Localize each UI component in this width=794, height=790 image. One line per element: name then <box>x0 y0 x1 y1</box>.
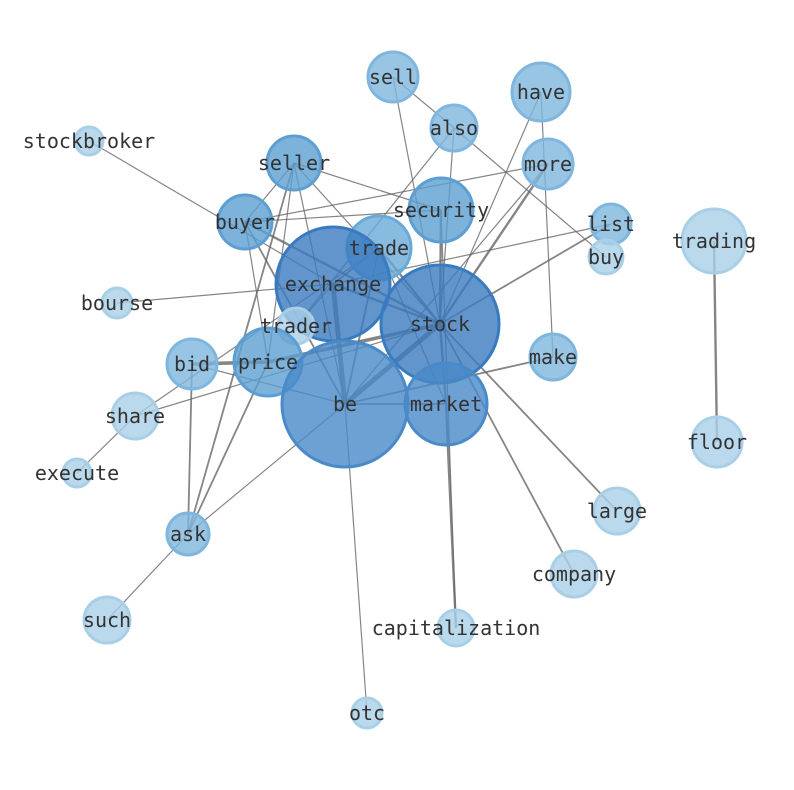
node-label-more: more <box>524 152 572 176</box>
node-label-bid: bid <box>174 352 210 376</box>
node-label-exchange: exchange <box>285 272 381 296</box>
node-label-such: such <box>83 608 131 632</box>
node-large[interactable] <box>592 486 642 536</box>
node-capitalization[interactable] <box>436 608 476 648</box>
node-market[interactable] <box>403 361 489 447</box>
node-label-seller: seller <box>258 151 330 175</box>
node-execute[interactable] <box>61 457 93 489</box>
node-label-trade: trade <box>349 236 409 260</box>
labels-layer: sell also have more stockbroker seller securit… <box>23 65 756 725</box>
node-label-have: have <box>517 80 565 104</box>
node-ask[interactable] <box>165 511 211 557</box>
node-label-price: price <box>238 350 298 374</box>
node-label-share: share <box>105 404 165 428</box>
node-bid[interactable] <box>165 337 219 391</box>
node-seller[interactable] <box>265 134 323 192</box>
node-label-also: also <box>430 116 478 140</box>
node-sell[interactable] <box>366 50 420 104</box>
node-stockbroker[interactable] <box>73 125 105 157</box>
node-label-list: list <box>587 212 635 236</box>
node-label-company: company <box>532 562 616 586</box>
node-also[interactable] <box>429 103 479 153</box>
node-label-buy: buy <box>588 245 624 269</box>
node-buy[interactable] <box>587 238 625 276</box>
edge-trading-floor <box>712 240 719 443</box>
node-more[interactable] <box>521 137 575 191</box>
node-security[interactable] <box>407 176 475 244</box>
node-label-large: large <box>587 499 647 523</box>
edge-have-make <box>540 91 554 358</box>
node-label-stock: stock <box>410 312 470 336</box>
node-label-bourse: bourse <box>81 291 153 315</box>
node-otc[interactable] <box>350 696 384 730</box>
node-label-ask: ask <box>170 522 206 546</box>
node-label-sell: sell <box>369 65 417 89</box>
node-label-make: make <box>529 345 577 369</box>
node-label-trading: trading <box>672 229 756 253</box>
node-floor[interactable] <box>690 415 744 469</box>
node-label-stockbroker: stockbroker <box>23 129 155 153</box>
node-label-be: be <box>333 392 357 416</box>
node-trading[interactable] <box>680 207 748 275</box>
node-share[interactable] <box>110 391 160 441</box>
node-label-trader: trader <box>260 314 332 338</box>
node-label-buyer: buyer <box>215 210 275 234</box>
edge-bid-ask <box>187 363 193 535</box>
node-make[interactable] <box>528 332 578 382</box>
node-such[interactable] <box>82 595 132 645</box>
node-label-security: security <box>393 198 489 222</box>
nodes-layer <box>61 50 748 730</box>
node-label-execute: execute <box>35 461 119 485</box>
node-label-capitalization: capitalization <box>372 616 541 640</box>
node-label-market: market <box>410 392 482 416</box>
node-company[interactable] <box>549 549 599 599</box>
node-label-floor: floor <box>687 430 747 454</box>
node-buyer[interactable] <box>216 193 274 251</box>
node-have[interactable] <box>510 61 572 123</box>
node-bourse[interactable] <box>100 286 134 320</box>
edge-more-buyer <box>244 163 549 223</box>
node-label-otc: otc <box>349 701 385 725</box>
